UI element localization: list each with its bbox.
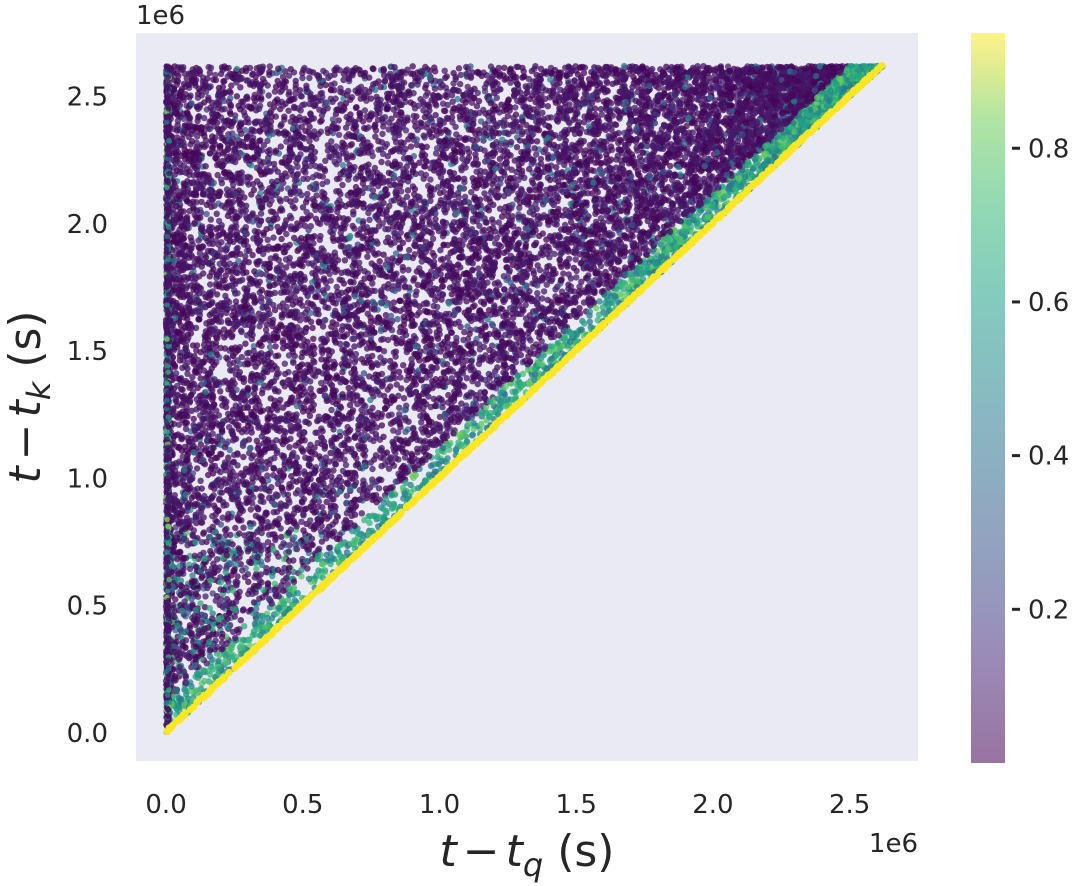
- scatter-point: [401, 284, 409, 291]
- scatter-point: [240, 453, 247, 461]
- scatter-point: [477, 118, 485, 125]
- scatter-point: [215, 657, 222, 664]
- scatter-point: [221, 105, 228, 113]
- scatter-point: [387, 383, 394, 390]
- scatter-point: [278, 235, 285, 243]
- scatter-point: [407, 143, 415, 150]
- scatter-point: [660, 223, 668, 231]
- scatter-point: [322, 157, 329, 164]
- scatter-point: [300, 527, 307, 534]
- scatter-point: [500, 273, 508, 280]
- scatter-point: [278, 121, 285, 128]
- scatter-point: [427, 176, 434, 183]
- scatter-point: [329, 116, 337, 123]
- scatter-point: [335, 131, 343, 138]
- scatter-point: [405, 266, 412, 274]
- scatter-point: [352, 479, 360, 486]
- scatter-point: [492, 368, 499, 375]
- scatter-point: [298, 93, 305, 100]
- scatter-point: [544, 103, 552, 110]
- scatter-point: [604, 79, 611, 87]
- scatter-point: [281, 113, 288, 120]
- scatter-point: [250, 343, 258, 350]
- scatter-point: [457, 80, 464, 88]
- scatter-point: [444, 455, 451, 462]
- scatter-point: [341, 257, 349, 264]
- scatter-point: [245, 436, 253, 443]
- scatter-point: [221, 345, 229, 352]
- scatter-point: [343, 133, 350, 140]
- scatter-point: [299, 302, 306, 309]
- scatter-point: [198, 485, 205, 492]
- scatter-point: [326, 544, 333, 552]
- scatter-point: [547, 114, 555, 121]
- scatter-point: [452, 123, 459, 131]
- scatter-point: [512, 104, 519, 111]
- scatter-point: [324, 515, 331, 522]
- scatter-point: [232, 524, 239, 532]
- scatter-point: [400, 362, 407, 369]
- scatter-point: [390, 427, 397, 434]
- scatter-point: [203, 210, 210, 218]
- scatter-point: [202, 593, 209, 600]
- scatter-point: [522, 83, 529, 90]
- scatter-point: [440, 188, 447, 196]
- scatter-point: [292, 77, 299, 85]
- scatter-point: [577, 74, 585, 81]
- scatter-point: [272, 343, 279, 350]
- scatter-point: [304, 190, 311, 198]
- scatter-point: [399, 448, 407, 455]
- scatter-point: [294, 589, 301, 597]
- scatter-point: [302, 454, 309, 461]
- scatter-point: [413, 312, 421, 319]
- scatter-point: [443, 73, 450, 80]
- scatter-point: [513, 63, 520, 71]
- scatter-point: [442, 92, 449, 99]
- scatter-point: [294, 163, 301, 170]
- scatter-points: [162, 62, 886, 735]
- scatter-point: [215, 507, 222, 514]
- scatter-point: [333, 535, 341, 542]
- scatter-point: [385, 465, 393, 472]
- scatter-point: [612, 106, 619, 113]
- scatter-point: [312, 215, 320, 222]
- scatter-point: [527, 337, 534, 344]
- scatter-point: [414, 281, 422, 289]
